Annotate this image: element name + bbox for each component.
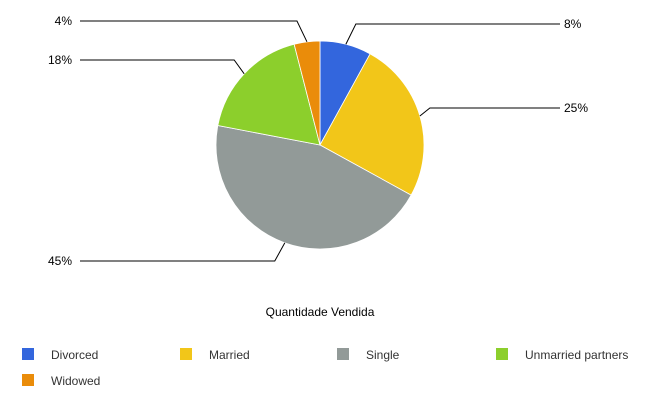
leader-line (80, 59, 245, 75)
percent-label: 25% (564, 101, 588, 115)
legend-label: Divorced (51, 348, 98, 362)
legend-item: Widowed (22, 374, 100, 388)
legend-swatch (22, 374, 34, 386)
legend-label: Widowed (51, 374, 100, 388)
legend-item: Single (337, 348, 400, 362)
legend-swatch (22, 348, 34, 360)
axis-title: Quantidade Vendida (266, 305, 375, 319)
percent-label: 8% (564, 17, 582, 31)
legend-item: Unmarried partners (496, 348, 628, 362)
legend-label: Single (366, 348, 400, 362)
legend-item: Married (180, 348, 250, 362)
legend-swatch (337, 348, 349, 360)
legend-label: Unmarried partners (525, 348, 628, 362)
legend-swatch (180, 348, 192, 360)
legend-item: Divorced (22, 348, 98, 362)
pie-slices (215, 40, 425, 250)
leader-line (80, 242, 286, 262)
percent-label: 45% (48, 254, 72, 268)
legend-label: Married (209, 348, 250, 362)
legend-swatch (496, 348, 508, 360)
percent-labels: 8% 25% 45% 18% 4% (48, 14, 588, 268)
leader-line (80, 20, 308, 43)
percent-label: 18% (48, 53, 72, 67)
legend: Divorced Married Single Unmarried partners W… (22, 348, 628, 388)
leader-line (345, 23, 560, 45)
pie-slice-single (215, 125, 412, 250)
leader-line (419, 107, 560, 117)
pie-slice-married (319, 53, 425, 196)
percent-label: 4% (55, 14, 73, 28)
leader-lines (80, 20, 560, 262)
